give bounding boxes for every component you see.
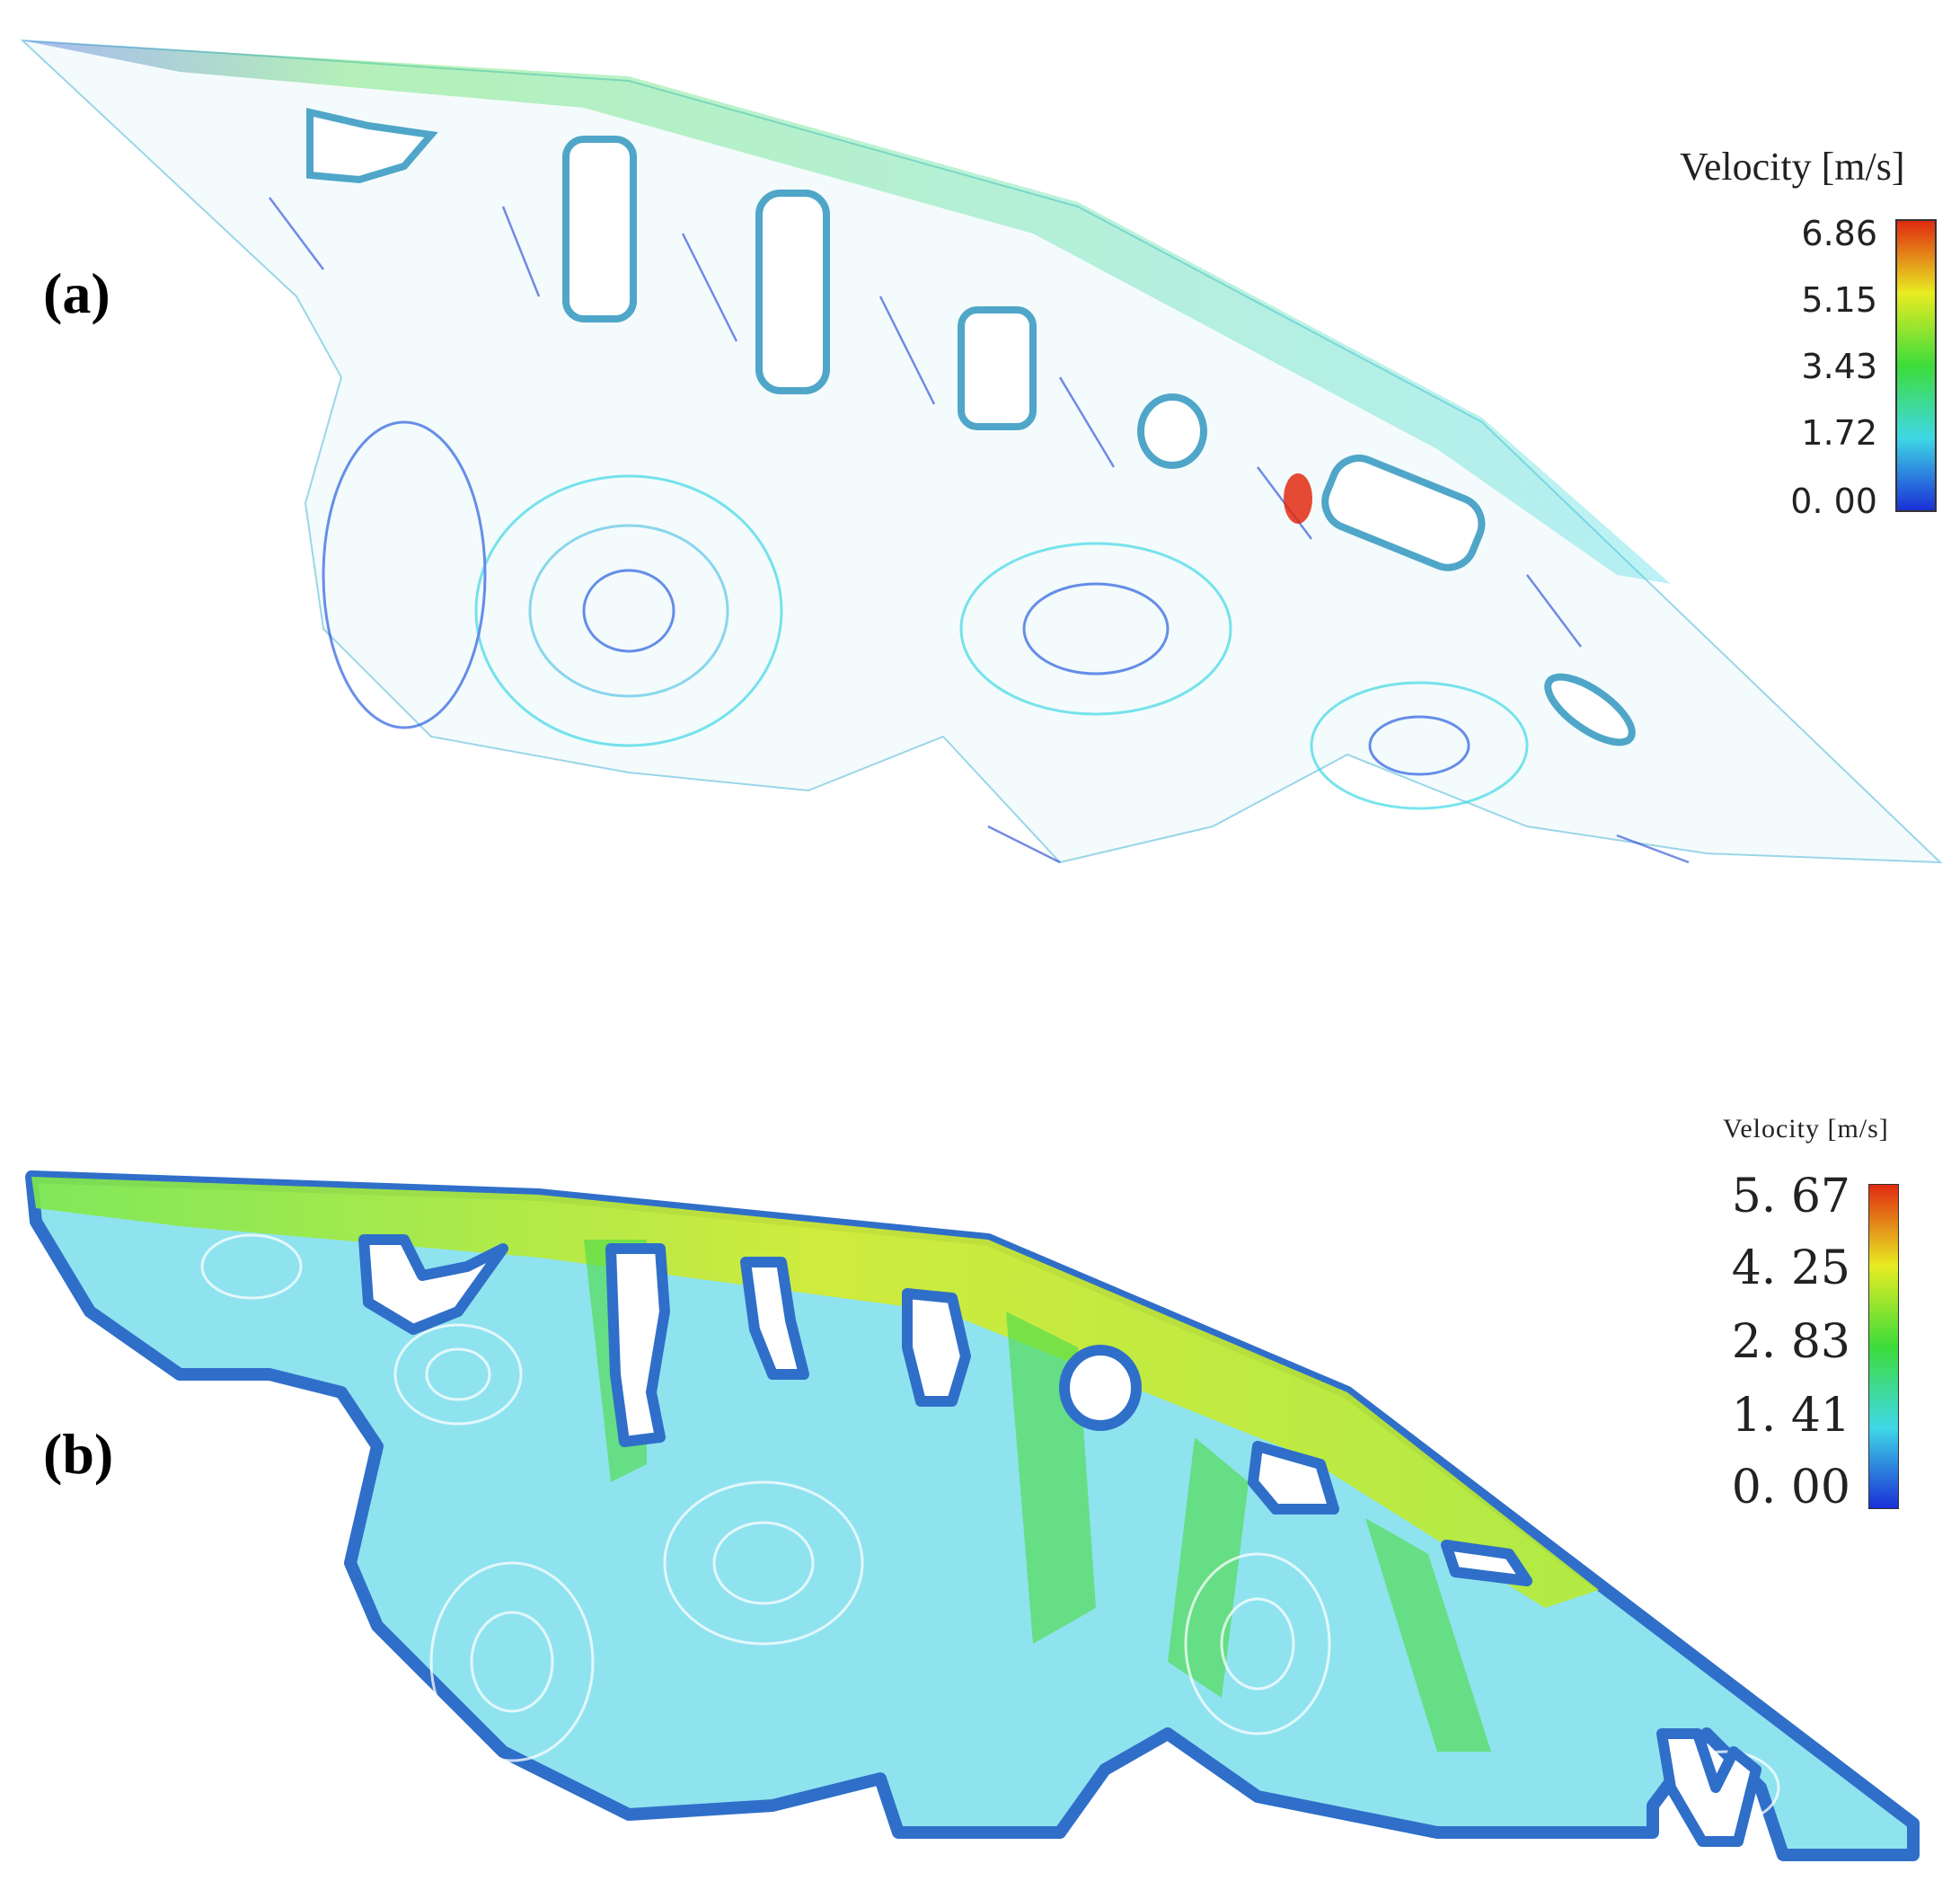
legend-title-b: Velocity [m/s] (1723, 1114, 1889, 1144)
panel-label-a: (a) (43, 261, 110, 325)
vortices-a (322, 420, 1529, 810)
legend-tick-a-4: 0. 00 (1790, 481, 1877, 521)
obstacles-a (306, 107, 1636, 746)
top-flow-band-a (22, 40, 1671, 584)
legend-tick-a-1: 5.15 (1801, 280, 1877, 320)
vector-field-a (20, 39, 1943, 864)
colorbar-b (1868, 1184, 1899, 1509)
legend-tick-b-2: 2. 83 (1731, 1315, 1850, 1369)
legend-tick-a-0: 6.86 (1801, 214, 1877, 253)
panel-b: (b) Velocity [m/s] 5. 67 4. 25 2. 83 1. … (0, 1105, 1960, 1881)
legend-tick-b-0: 5. 67 (1731, 1170, 1850, 1223)
legend-tick-a-3: 1.72 (1801, 413, 1877, 453)
panel-a: (a) Velocity [m/s] 6.86 5.15 3.43 1.72 0… (0, 0, 1960, 898)
legend-title-a: Velocity [m/s] (1680, 145, 1905, 189)
legend-tick-b-4: 0. 00 (1731, 1461, 1850, 1515)
panel-label-b: (b) (43, 1422, 114, 1486)
legend-tick-a-2: 3.43 (1801, 347, 1877, 386)
obstacles-b (358, 1234, 1761, 1847)
colorbar-a (1895, 219, 1937, 512)
legend-tick-b-1: 4. 25 (1731, 1241, 1850, 1295)
vector-field-b (25, 1170, 1920, 1861)
hotspot-a (1284, 473, 1312, 524)
top-flow-band-b (31, 1177, 1599, 1608)
legend-tick-b-3: 1. 41 (1731, 1389, 1850, 1443)
